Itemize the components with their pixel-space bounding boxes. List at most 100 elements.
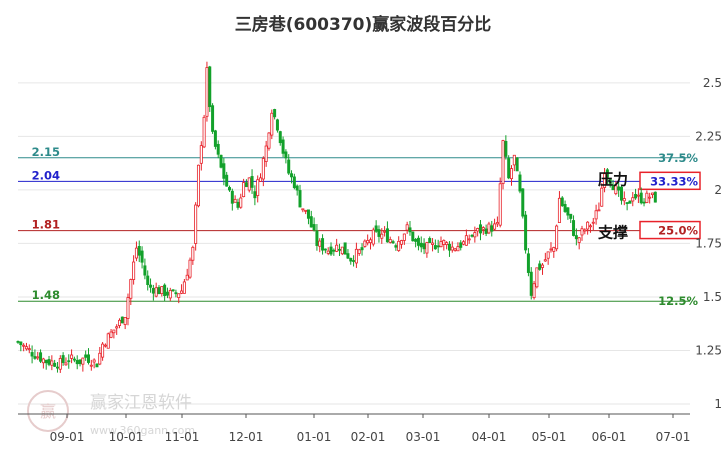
candle-body: [171, 289, 175, 292]
candle-body: [309, 216, 313, 228]
candle-body: [366, 240, 370, 244]
candle-body: [87, 354, 91, 363]
candle-body: [19, 341, 23, 346]
x-tick-label: 01-01: [297, 430, 332, 444]
x-tick-label: 09-01: [50, 430, 85, 444]
candle-body: [301, 208, 305, 211]
candle-body: [543, 259, 547, 262]
candle-body: [560, 197, 564, 207]
candle-body: [493, 223, 497, 230]
candle-body: [298, 190, 302, 208]
candle-body: [577, 237, 581, 243]
level-pct-label: 12.5%: [658, 294, 698, 308]
candle-body: [470, 234, 474, 237]
candle-body: [574, 235, 578, 240]
candle-body: [174, 292, 178, 295]
y-tick-label: 1: [714, 397, 722, 411]
candle-body: [478, 224, 482, 234]
candle-body: [408, 227, 412, 233]
candle-body: [628, 200, 632, 204]
candle-body: [295, 185, 299, 191]
candle-body: [340, 246, 344, 255]
candle-body: [380, 233, 384, 239]
candle-body: [586, 221, 590, 230]
candle-body: [39, 352, 43, 362]
level-price-label: 2.15: [32, 145, 60, 159]
candle-body: [312, 224, 316, 231]
candle-body: [256, 179, 260, 196]
candle-body: [588, 225, 592, 228]
candle-body: [622, 198, 626, 202]
watermark: 赢 赢家江恩软件 www.360gann.com: [27, 390, 195, 437]
candle-body: [292, 176, 296, 189]
candle-body: [343, 242, 347, 255]
candle-body: [555, 225, 559, 250]
candle-body: [196, 164, 200, 207]
candle-body: [219, 154, 223, 168]
candle-body: [414, 239, 418, 242]
candle-body: [512, 154, 516, 166]
level-pct-label: 37.5%: [658, 151, 698, 165]
candle-body: [462, 241, 466, 245]
candle-body: [402, 233, 406, 241]
candle-body: [456, 246, 460, 252]
candle-body: [614, 185, 618, 195]
candle-body: [642, 201, 646, 204]
candle-body: [55, 366, 59, 369]
candle-body: [227, 187, 231, 191]
candle-body: [371, 229, 375, 245]
candle-body: [535, 267, 539, 288]
y-tick-label: 1.25: [695, 343, 722, 357]
candle-body: [431, 242, 435, 245]
candle-body: [222, 163, 226, 179]
x-tick-label: 02-01: [351, 430, 386, 444]
candle-body: [524, 214, 528, 251]
candle-body: [177, 293, 181, 298]
candle-body: [354, 248, 358, 264]
candle-body: [405, 224, 409, 231]
candle-body: [239, 197, 243, 208]
candle-body: [549, 248, 553, 251]
candle-body: [546, 251, 550, 259]
candle-body: [634, 194, 638, 199]
candle-body: [363, 240, 367, 247]
candle-body: [132, 261, 136, 280]
candle-body: [645, 192, 649, 203]
x-tick-label: 05-01: [532, 430, 567, 444]
candle-body: [143, 265, 147, 276]
candle-body: [95, 363, 99, 368]
candle-body: [541, 264, 545, 268]
candle-body: [397, 240, 401, 251]
candle-body: [267, 132, 271, 149]
x-tick-label: 11-01: [165, 430, 200, 444]
candle-body: [450, 246, 454, 251]
candle-body: [188, 259, 192, 278]
y-tick-label: 2.25: [695, 129, 722, 143]
candle-body: [453, 248, 457, 251]
candle-body: [391, 241, 395, 244]
candle-body: [261, 158, 265, 180]
candle-body: [498, 183, 502, 226]
candle-body: [526, 253, 530, 273]
candle-body: [182, 281, 186, 294]
candle-body: [47, 359, 51, 365]
level-pct-label: 25.0%: [658, 224, 698, 238]
candle-body: [287, 159, 291, 174]
x-tick-label: 10-01: [109, 430, 144, 444]
candle-body: [84, 354, 88, 358]
candle-body: [529, 271, 533, 296]
candle-body: [64, 362, 68, 366]
watermark-url: www.360gann.com: [90, 424, 195, 437]
chart-title: 三房巷(600370)赢家波段百分比: [234, 15, 492, 35]
candle-body: [495, 222, 499, 225]
candle-body: [216, 143, 220, 155]
candle-body: [605, 169, 609, 178]
candle-body: [436, 245, 440, 248]
candles-group: [16, 61, 657, 373]
axes-group: 1 1.25 1.5 1.75 2 2.25 2.5 09-01 10-01 11-01 12-01…: [18, 76, 722, 444]
x-tick-label: 06-01: [592, 430, 627, 444]
candle-body: [326, 250, 330, 254]
candle-body: [335, 244, 339, 252]
candle-body: [464, 235, 468, 246]
